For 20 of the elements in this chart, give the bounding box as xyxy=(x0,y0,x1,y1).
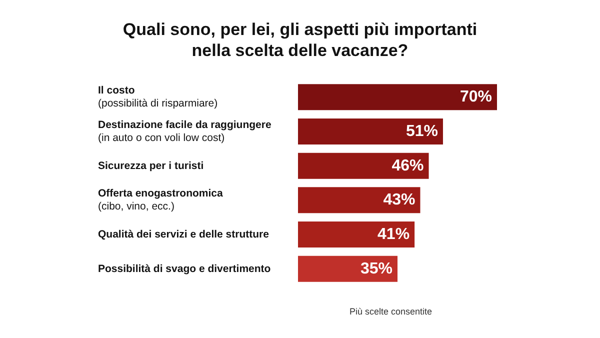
y-tick-label: Possibilità di svago e divertimento xyxy=(98,262,271,275)
data-label: 46% xyxy=(392,157,424,174)
text: Più scelte consentite xyxy=(349,306,432,316)
data-label: 35% xyxy=(360,260,392,278)
data-label: 43% xyxy=(383,192,416,209)
data-label: 70% xyxy=(460,88,492,106)
bar xyxy=(298,222,415,248)
y-tick-label: Qualità dei servizi e delle strutture xyxy=(98,228,270,240)
y-tick-label: Offerta enogastronomica (cibo, vino, ecc.) xyxy=(98,188,224,213)
y-tick-label: Sicurezza per i turisti xyxy=(98,160,204,172)
y-tick-label: Destinazione facile da raggiungere (in auto o con voli low cost) xyxy=(98,119,272,144)
data-label: 41% xyxy=(378,226,410,243)
chart-title: Quali sono, per lei, gli aspetti più importanti nella scelta delle vacanze? xyxy=(122,20,478,60)
bar xyxy=(298,118,443,144)
bar xyxy=(298,152,429,179)
y-tick-label: Il costo (possibilità di risparmiare) xyxy=(98,84,218,110)
bar xyxy=(298,256,398,282)
data-label: 51% xyxy=(406,123,438,140)
bar xyxy=(298,84,497,110)
bar xyxy=(298,187,420,214)
